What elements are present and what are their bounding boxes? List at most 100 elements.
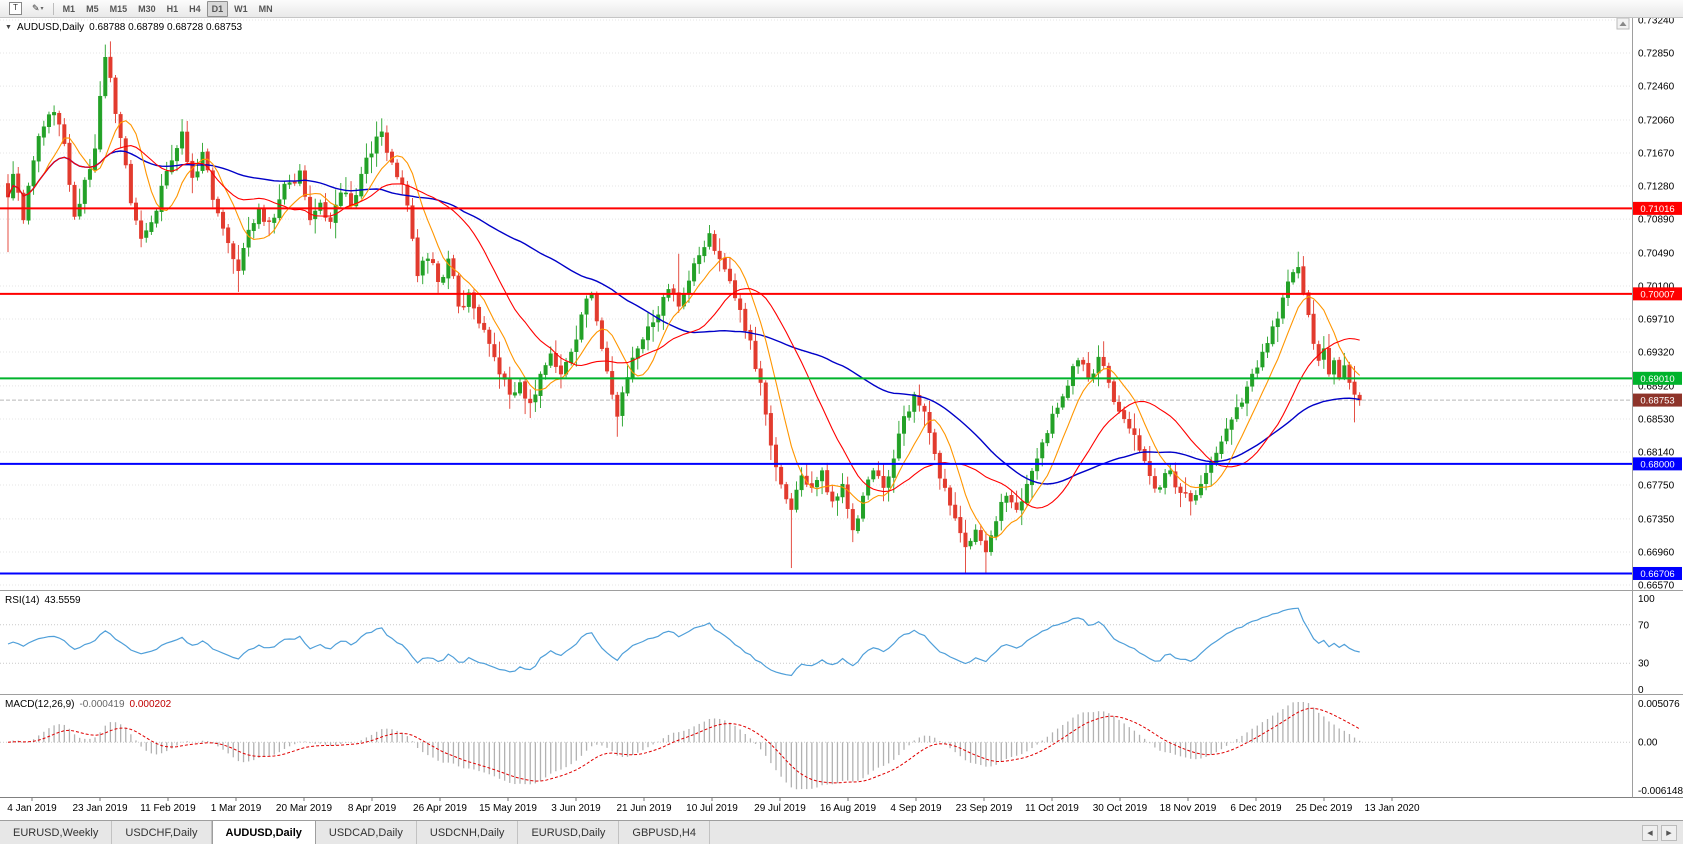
svg-text:29 Jul 2019: 29 Jul 2019 [754, 803, 806, 814]
svg-text:0.70490: 0.70490 [1638, 248, 1675, 259]
chevron-down-icon: ▾ [41, 5, 44, 12]
svg-text:18 Nov 2019: 18 Nov 2019 [1160, 803, 1217, 814]
svg-text:0.67750: 0.67750 [1638, 481, 1675, 492]
svg-text:0.68140: 0.68140 [1638, 448, 1675, 459]
chart-canvas[interactable]: 0.732400.728500.724600.720600.716700.712… [0, 16, 1683, 820]
timeframe-m30-button[interactable]: M30 [133, 1, 161, 17]
rsi-line [8, 608, 1360, 675]
svg-text:10 Jul 2019: 10 Jul 2019 [686, 803, 738, 814]
svg-text:0.00: 0.00 [1638, 738, 1658, 749]
svg-text:30: 30 [1638, 659, 1650, 670]
svg-text:0.66706: 0.66706 [1640, 569, 1674, 580]
rsi-indicator-value: 43.5559 [44, 595, 80, 606]
svg-text:0.69710: 0.69710 [1638, 315, 1675, 326]
svg-text:4 Jan 2019: 4 Jan 2019 [7, 803, 57, 814]
hline-price-tag: 0.71016 [1633, 202, 1682, 215]
svg-text:26 Apr 2019: 26 Apr 2019 [413, 803, 467, 814]
svg-text:0.69320: 0.69320 [1638, 348, 1675, 359]
text-tool-icon: T [9, 2, 22, 15]
svg-text:0.71016: 0.71016 [1640, 204, 1674, 215]
tab-usdcnh-daily[interactable]: USDCNH,Daily [417, 821, 519, 844]
svg-text:23 Jan 2019: 23 Jan 2019 [72, 803, 127, 814]
svg-text:15 May 2019: 15 May 2019 [479, 803, 537, 814]
chart-title-bar: ▼ AUDUSD,Daily 0.68788 0.68789 0.68728 0… [5, 22, 242, 33]
timeframe-d1-button[interactable]: D1 [207, 1, 229, 17]
timeframe-mn-button[interactable]: MN [254, 1, 278, 17]
tabs-scroll-right-button[interactable]: ▶ [1661, 825, 1677, 841]
timeframe-h1-button[interactable]: H1 [162, 1, 184, 17]
tab-eurusd-daily[interactable]: EURUSD,Daily [518, 821, 619, 844]
rsi-indicator-label: RSI(14) 43.5559 [5, 595, 81, 606]
svg-text:16 Aug 2019: 16 Aug 2019 [820, 803, 877, 814]
ma-55-line [8, 151, 1360, 484]
tab-usdcad-daily[interactable]: USDCAD,Daily [316, 821, 417, 844]
tabs-scroll-left-button[interactable]: ◀ [1642, 825, 1658, 841]
macd-signal-line [8, 708, 1360, 783]
macd-main-value: -0.000419 [79, 699, 124, 710]
svg-text:0.71670: 0.71670 [1638, 148, 1675, 159]
macd-indicator-name: MACD(12,26,9) [5, 699, 74, 710]
chart-title: AUDUSD,Daily [17, 22, 84, 33]
tab-eurusd-weekly[interactable]: EURUSD,Weekly [0, 821, 112, 844]
hline-price-tag: 0.66706 [1633, 567, 1682, 580]
svg-text:-0.006148: -0.006148 [1638, 786, 1683, 797]
toolbar-separator [53, 3, 54, 15]
svg-text:30 Oct 2019: 30 Oct 2019 [1093, 803, 1148, 814]
hline-price-tag: 0.68000 [1633, 457, 1682, 470]
svg-text:6 Dec 2019: 6 Dec 2019 [1230, 803, 1282, 814]
draw-tool-button[interactable]: ✎ ▾ [27, 1, 49, 17]
text-tool-button[interactable]: T [4, 1, 27, 17]
svg-text:0.72460: 0.72460 [1638, 82, 1675, 93]
rsi-indicator-name: RSI(14) [5, 595, 39, 606]
tab-audusd-daily[interactable]: AUDUSD,Daily [212, 821, 316, 844]
svg-text:3 Jun 2019: 3 Jun 2019 [551, 803, 601, 814]
svg-text:11 Oct 2019: 11 Oct 2019 [1025, 803, 1079, 814]
svg-text:100: 100 [1638, 594, 1655, 605]
timeframe-m15-button[interactable]: M15 [105, 1, 133, 17]
svg-text:0.71280: 0.71280 [1638, 182, 1675, 193]
tab-scroll-controls: ◀ ▶ [1636, 821, 1683, 844]
svg-text:0.69010: 0.69010 [1640, 374, 1674, 385]
ma-8-line [8, 121, 1360, 538]
svg-text:0.68000: 0.68000 [1640, 459, 1674, 470]
hline-price-tag: 0.70007 [1633, 287, 1682, 300]
svg-text:0.68753: 0.68753 [1640, 396, 1674, 407]
svg-text:0.66570: 0.66570 [1638, 581, 1675, 592]
svg-text:0: 0 [1638, 685, 1644, 696]
svg-text:11 Feb 2019: 11 Feb 2019 [140, 803, 196, 814]
svg-text:0.68530: 0.68530 [1638, 414, 1675, 425]
rsi-panel [0, 625, 1632, 663]
svg-text:1 Mar 2019: 1 Mar 2019 [211, 803, 262, 814]
svg-text:20 Mar 2019: 20 Mar 2019 [276, 803, 333, 814]
svg-text:0.70007: 0.70007 [1640, 289, 1674, 300]
chart-ohlc-values: 0.68788 0.68789 0.68728 0.68753 [89, 22, 242, 33]
timeframe-w1-button[interactable]: W1 [229, 1, 253, 17]
collapse-chart-icon[interactable]: ▼ [5, 24, 12, 31]
hline-price-tag: 0.69010 [1633, 372, 1682, 385]
svg-text:0.70890: 0.70890 [1638, 215, 1675, 226]
macd-indicator-label: MACD(12,26,9) -0.000419 0.000202 [5, 699, 171, 710]
chart-scroll-up-button[interactable] [1617, 18, 1629, 29]
price-axis[interactable]: 0.732400.728500.724600.720600.716700.712… [1633, 16, 1683, 798]
svg-text:0.005076: 0.005076 [1638, 699, 1680, 710]
timeframe-m5-button[interactable]: M5 [81, 1, 104, 17]
tab-usdchf-daily[interactable]: USDCHF,Daily [112, 821, 211, 844]
svg-text:25 Dec 2019: 25 Dec 2019 [1296, 803, 1353, 814]
svg-text:0.72850: 0.72850 [1638, 49, 1675, 60]
svg-text:0.72060: 0.72060 [1638, 115, 1675, 126]
svg-text:13 Jan 2020: 13 Jan 2020 [1364, 803, 1419, 814]
tab-gbpusd-h4[interactable]: GBPUSD,H4 [619, 821, 710, 844]
macd-signal-value: 0.000202 [130, 699, 172, 710]
candlesticks [6, 41, 1361, 574]
timeframe-m1-button[interactable]: M1 [58, 1, 81, 17]
time-axis[interactable]: 4 Jan 2019 23 Jan 2019 11 Feb 2019 1 Mar 20… [7, 798, 1420, 815]
pencil-icon: ✎ [32, 3, 40, 14]
svg-text:4 Sep 2019: 4 Sep 2019 [890, 803, 942, 814]
grid-lines [0, 20, 1632, 585]
timeframe-h4-button[interactable]: H4 [184, 1, 206, 17]
